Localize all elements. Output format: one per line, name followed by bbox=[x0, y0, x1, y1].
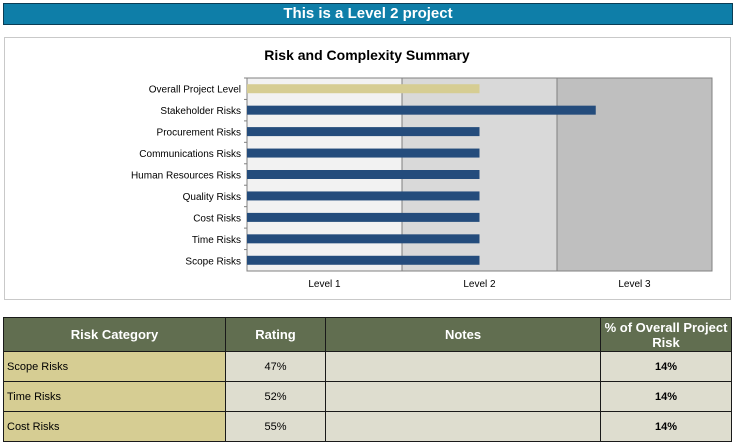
notes-cell[interactable] bbox=[325, 351, 601, 382]
header-notes: Notes bbox=[325, 317, 601, 352]
header-rating: Rating bbox=[225, 317, 326, 352]
percent-cell: 14% bbox=[600, 351, 732, 382]
bar-procurement-risks bbox=[247, 127, 480, 137]
category-label: Time Risks bbox=[192, 235, 241, 246]
category-label: Stakeholder Risks bbox=[160, 106, 241, 117]
bar-overall-project-level bbox=[247, 84, 480, 94]
rating-cell[interactable]: 55% bbox=[225, 411, 326, 442]
category-label: Human Resources Risks bbox=[131, 171, 241, 182]
table-row: Cost Risks 55% 14% bbox=[3, 411, 732, 442]
x-tick-label: Level 2 bbox=[463, 279, 496, 290]
category-label: Quality Risks bbox=[183, 192, 241, 203]
chart-svg: Risk and Complexity Summary Overall Proje… bbox=[131, 47, 713, 290]
rating-cell[interactable]: 52% bbox=[225, 381, 326, 412]
bar-communications-risks bbox=[247, 148, 480, 158]
risk-table: Risk Category Rating Notes % of Overall … bbox=[3, 317, 732, 442]
notes-cell[interactable] bbox=[325, 411, 601, 442]
chart-title: Risk and Complexity Summary bbox=[264, 47, 470, 63]
category-label: Procurement Risks bbox=[157, 128, 241, 139]
bar-stakeholder-risks bbox=[247, 105, 596, 115]
x-tick-label: Level 1 bbox=[308, 279, 341, 290]
risk-category-cell: Time Risks bbox=[3, 381, 226, 412]
project-level-banner: This is a Level 2 project bbox=[3, 3, 733, 25]
category-label: Overall Project Level bbox=[149, 85, 241, 96]
bar-human-resources-risks bbox=[247, 170, 480, 179]
table-row: Scope Risks 47% 14% bbox=[3, 351, 732, 382]
risk-complexity-chart: Risk and Complexity Summary Overall Proje… bbox=[4, 37, 731, 300]
percent-cell: 14% bbox=[600, 381, 732, 412]
risk-category-cell: Cost Risks bbox=[3, 411, 226, 442]
header-percent-overall: % of Overall Project Risk bbox=[600, 317, 732, 352]
category-label: Cost Risks bbox=[193, 213, 241, 224]
table-row: Time Risks 52% 14% bbox=[3, 381, 732, 412]
bar-quality-risks bbox=[247, 191, 480, 201]
risk-category-cell: Scope Risks bbox=[3, 351, 226, 382]
percent-cell: 14% bbox=[600, 411, 732, 442]
header-risk-category: Risk Category bbox=[3, 317, 226, 352]
bar-scope-risks bbox=[247, 255, 480, 265]
bar-time-risks bbox=[247, 234, 480, 244]
x-tick-label: Level 3 bbox=[618, 279, 651, 290]
bar-cost-risks bbox=[247, 212, 480, 222]
notes-cell[interactable] bbox=[325, 381, 601, 412]
rating-cell[interactable]: 47% bbox=[225, 351, 326, 382]
risk-table-header-row: Risk Category Rating Notes % of Overall … bbox=[3, 317, 732, 352]
category-label: Scope Risks bbox=[185, 256, 241, 267]
category-label: Communications Risks bbox=[139, 149, 241, 160]
